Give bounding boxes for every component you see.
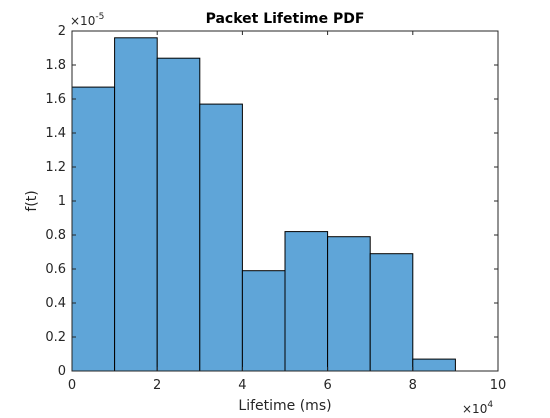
y-tick-label: 1.8	[45, 58, 66, 73]
y-tick-label: 0.6	[45, 262, 66, 277]
x-axis-multiplier: ×104	[462, 400, 493, 416]
histogram-bar-5	[284, 231, 329, 372]
bars-group	[71, 37, 456, 372]
y-tick-label: 1.4	[45, 126, 66, 141]
y-tick-label: 0.2	[45, 330, 66, 345]
histogram-bar-1	[114, 37, 158, 372]
x-tick-label: 8	[409, 378, 417, 393]
y-tick-label: 1.2	[45, 160, 66, 175]
x-axis-ticks: 0 2 4 6 8 10	[68, 31, 506, 393]
y-tick-label: 1	[58, 194, 66, 209]
y-tick-label: 1.6	[45, 92, 66, 107]
histogram-bar-4	[241, 270, 286, 372]
y-axis-ticks: 0 0.2 0.4 0.6 0.8 1 1.2 1.4 1.6 1.8 2	[45, 24, 498, 379]
x-tick-label: 4	[238, 378, 246, 393]
x-tick-label: 10	[490, 378, 507, 393]
x-tick-label: 0	[68, 378, 76, 393]
histogram-bar-3	[199, 103, 243, 372]
x-axis-title: Lifetime (ms)	[238, 398, 331, 414]
y-axis-multiplier: ×10-5	[70, 12, 104, 28]
histogram-bar-0	[71, 86, 116, 372]
y-axis-title: f(t)	[24, 190, 40, 211]
histogram-bar-8	[412, 358, 456, 372]
y-tick-label: 0.4	[45, 296, 66, 311]
y-tick-label: 2	[58, 24, 66, 39]
x-tick-label: 2	[153, 378, 161, 393]
chart-title: Packet Lifetime PDF	[206, 11, 365, 27]
histogram-bar-7	[369, 253, 414, 372]
y-tick-label: 0.8	[45, 228, 66, 243]
histogram-bar-2	[156, 57, 201, 372]
x-tick-label: 6	[323, 378, 331, 393]
y-tick-label: 0	[58, 364, 66, 379]
histogram-bar-6	[327, 236, 371, 372]
